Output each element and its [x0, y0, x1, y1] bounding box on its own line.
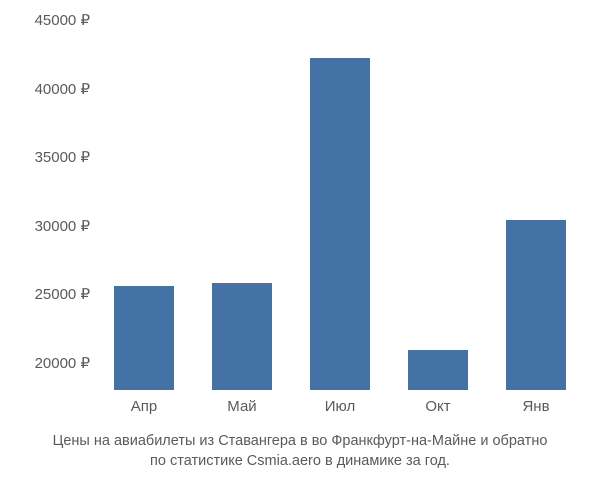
chart-caption: Цены на авиабилеты из Ставангера в во Фр…: [0, 432, 600, 471]
y-tick-label: 25000 ₽: [35, 285, 90, 303]
bar: [506, 220, 566, 390]
bar: [212, 283, 272, 390]
y-tick-label: 35000 ₽: [35, 148, 90, 166]
bar: [310, 58, 370, 390]
price-bar-chart: 20000 ₽ 25000 ₽ 30000 ₽ 35000 ₽ 40000 ₽ 45000…: [0, 0, 600, 500]
y-tick-label: 30000 ₽: [35, 217, 90, 235]
x-tick-label: Янв: [522, 398, 549, 415]
bars-group: [95, 20, 585, 390]
y-tick-label: 20000 ₽: [35, 354, 90, 372]
y-tick-label: 45000 ₽: [35, 11, 90, 29]
x-tick-label: Апр: [131, 398, 157, 415]
x-tick-label: Окт: [425, 398, 450, 415]
y-tick-label: 40000 ₽: [35, 80, 90, 98]
bar: [114, 286, 174, 390]
bar: [408, 350, 468, 390]
caption-line-1: Цены на авиабилеты из Ставангера в во Фр…: [53, 433, 548, 449]
x-tick-label: Июл: [325, 398, 355, 415]
caption-line-2: по статистике Csmia.aero в динамике за г…: [150, 453, 450, 469]
x-tick-label: Май: [227, 398, 256, 415]
plot-area: [95, 20, 585, 390]
